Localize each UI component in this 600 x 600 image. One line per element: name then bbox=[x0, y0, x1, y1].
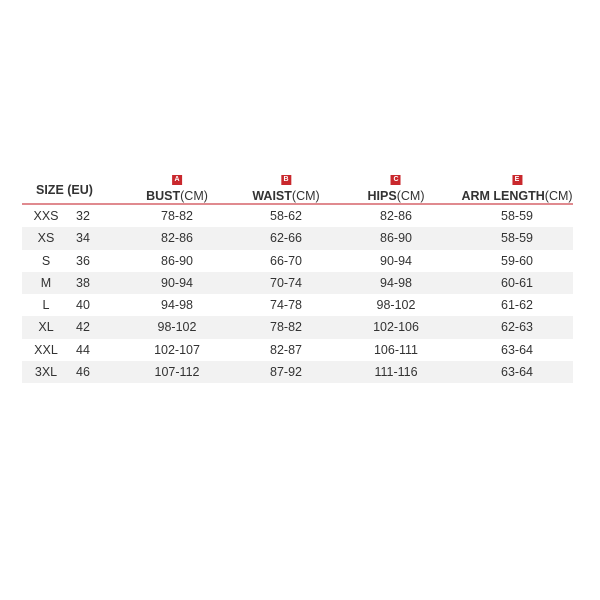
table-row: XXL 44 102-107 82-87 106-111 63-64 bbox=[22, 339, 573, 361]
cell-waist: 70-74 bbox=[270, 275, 302, 290]
cell-waist: 74-78 bbox=[270, 298, 302, 313]
cell-size-label: S bbox=[41, 253, 51, 268]
header-unit: (CM) bbox=[180, 189, 208, 203]
cell-eu-size: 34 bbox=[76, 231, 90, 246]
cell-hips: 102-106 bbox=[373, 320, 419, 335]
table-row: XL 42 98-102 78-82 102-106 62-63 bbox=[22, 316, 573, 339]
cell-bust: 94-98 bbox=[161, 298, 193, 313]
cell-hips: 98-102 bbox=[376, 298, 416, 313]
cell-eu-size: 32 bbox=[76, 209, 90, 223]
measure-badge: B bbox=[280, 175, 291, 185]
cell-arm-length: 63-64 bbox=[501, 365, 533, 380]
cell-eu-size: 46 bbox=[76, 365, 90, 380]
cell-arm-length: 60-61 bbox=[501, 275, 533, 290]
table-row: M 38 90-94 70-74 94-98 60-61 bbox=[22, 271, 573, 295]
table-row: L 40 94-98 74-78 98-102 61-62 bbox=[22, 294, 573, 316]
header-unit: (CM) bbox=[396, 189, 425, 203]
table-row: 3XL 46 107-112 87-92 111-116 63-64 bbox=[22, 361, 573, 384]
cell-waist: 58-62 bbox=[270, 209, 302, 223]
cell-size-label: XS bbox=[37, 231, 55, 246]
cell-size-label: M bbox=[40, 275, 52, 290]
cell-hips: 106-111 bbox=[373, 342, 419, 357]
header-hips: C HIPS(CM) bbox=[367, 168, 425, 203]
cell-eu-size: 38 bbox=[76, 275, 90, 290]
cell-arm-length: 63-64 bbox=[501, 342, 533, 357]
cell-bust: 78-82 bbox=[161, 209, 193, 223]
measure-badge: E bbox=[512, 175, 522, 185]
size-chart-table: SIZE (EU) A BUST(CM) B WAIST(CM) C HIPS(CM) E A… bbox=[22, 168, 573, 384]
cell-hips: 86-90 bbox=[380, 231, 412, 246]
header-label: ARM LENGTH bbox=[461, 189, 545, 203]
cell-size-label: L bbox=[42, 298, 50, 313]
cell-hips: 94-98 bbox=[380, 275, 412, 290]
cell-eu-size: 40 bbox=[76, 298, 90, 313]
cell-arm-length: 58-59 bbox=[501, 231, 533, 246]
cell-bust: 107-112 bbox=[154, 365, 200, 380]
header-bust: A BUST(CM) bbox=[146, 168, 208, 203]
cell-bust: 98-102 bbox=[157, 320, 197, 335]
cell-waist: 87-92 bbox=[270, 365, 302, 380]
header-unit: (CM) bbox=[291, 189, 320, 203]
cell-hips: 111-116 bbox=[374, 365, 418, 380]
cell-waist: 66-70 bbox=[270, 253, 302, 268]
table-row: S 36 86-90 66-70 90-94 59-60 bbox=[22, 250, 573, 272]
cell-hips: 82-86 bbox=[380, 209, 412, 223]
cell-arm-length: 62-63 bbox=[501, 320, 533, 335]
cell-arm-length: 59-60 bbox=[501, 253, 533, 268]
header-size: SIZE (EU) bbox=[36, 183, 93, 197]
cell-arm-length: 61-62 bbox=[501, 298, 533, 313]
cell-eu-size: 44 bbox=[76, 342, 90, 357]
header-label: WAIST bbox=[252, 189, 292, 203]
cell-size-label: 3XL bbox=[34, 365, 58, 380]
cell-hips: 90-94 bbox=[380, 253, 412, 268]
cell-waist: 82-87 bbox=[270, 342, 302, 357]
cell-eu-size: 42 bbox=[76, 320, 90, 335]
cell-eu-size: 36 bbox=[76, 253, 90, 268]
header-label: HIPS bbox=[367, 189, 397, 203]
cell-arm-length: 58-59 bbox=[501, 209, 533, 223]
cell-bust: 82-86 bbox=[161, 231, 193, 246]
table-header: SIZE (EU) A BUST(CM) B WAIST(CM) C HIPS(CM) E A… bbox=[22, 168, 573, 205]
header-waist: B WAIST(CM) bbox=[252, 168, 320, 203]
table-body: XXS 32 78-82 58-62 82-86 58-59 XS 34 82-86 62-66 8… bbox=[22, 205, 573, 384]
measure-badge: A bbox=[171, 175, 182, 185]
cell-size-label: XXL bbox=[34, 342, 58, 357]
cell-bust: 102-107 bbox=[154, 342, 200, 357]
cell-size-label: XL bbox=[38, 320, 54, 335]
cell-waist: 62-66 bbox=[270, 231, 302, 246]
table-row: XS 34 82-86 62-66 86-90 58-59 bbox=[22, 227, 573, 250]
cell-bust: 90-94 bbox=[161, 275, 193, 290]
cell-waist: 78-82 bbox=[270, 320, 302, 335]
header-arm-length: E ARM LENGTH(CM) bbox=[461, 168, 573, 203]
header-unit: (CM) bbox=[544, 189, 573, 203]
measure-badge: C bbox=[390, 175, 401, 185]
table-row: XXS 32 78-82 58-62 82-86 58-59 bbox=[22, 205, 573, 227]
cell-bust: 86-90 bbox=[161, 253, 193, 268]
cell-size-label: XXS bbox=[33, 209, 59, 223]
header-label: BUST bbox=[146, 189, 181, 203]
